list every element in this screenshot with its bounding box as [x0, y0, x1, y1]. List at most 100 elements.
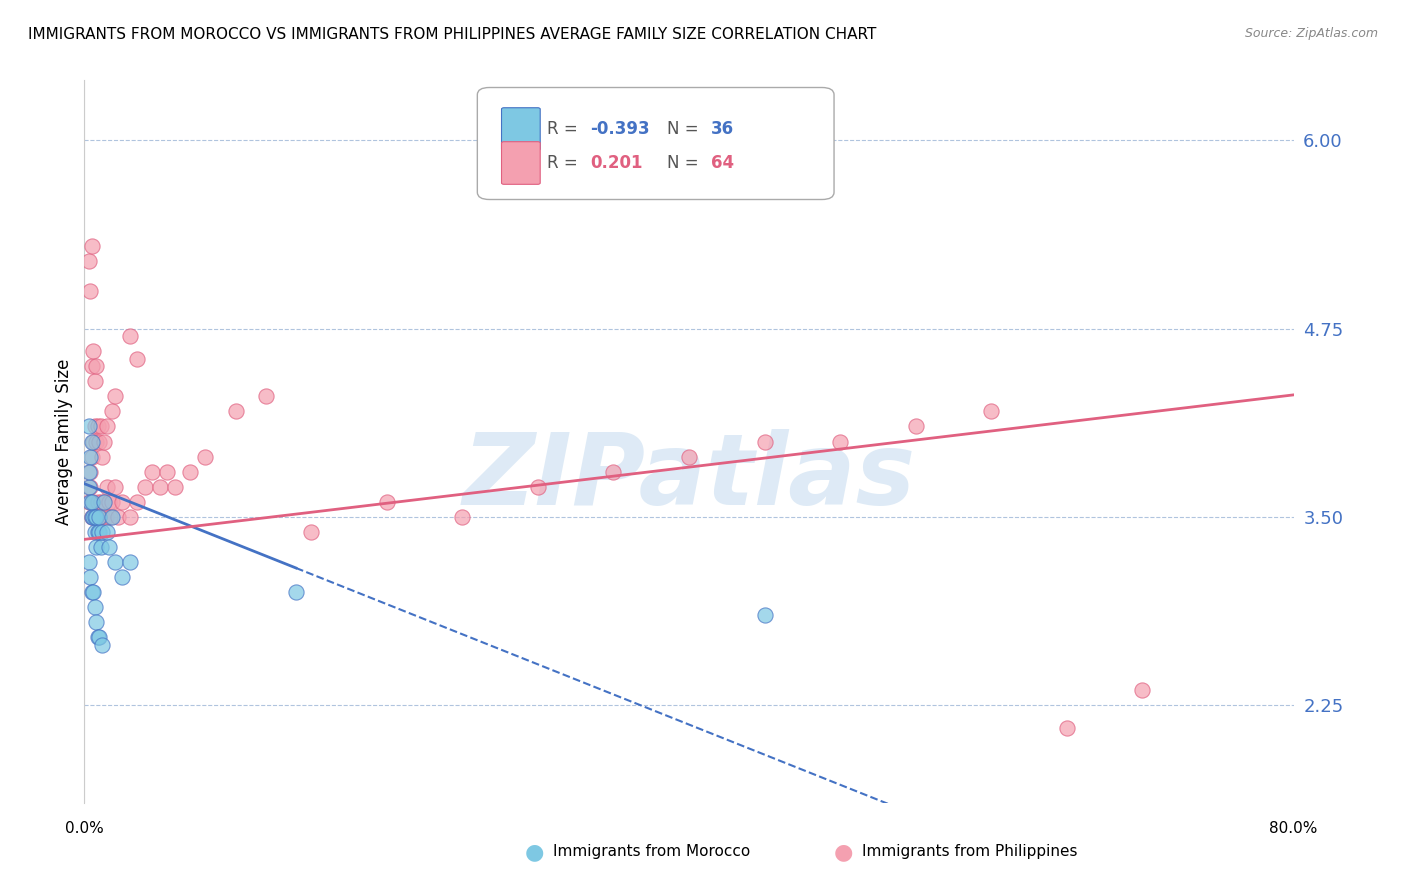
Text: -0.393: -0.393 — [589, 120, 650, 137]
Text: N =: N = — [668, 120, 704, 137]
Point — [80, 450, 103, 464]
Point — [93, 494, 115, 508]
Point — [82, 585, 104, 599]
Point — [165, 480, 187, 494]
Point — [80, 359, 103, 374]
Point — [89, 524, 111, 539]
Point — [77, 254, 100, 268]
Text: ●: ● — [524, 842, 544, 862]
Point — [84, 419, 107, 434]
Point — [77, 555, 100, 569]
Point — [77, 419, 100, 434]
Point — [104, 555, 127, 569]
Point — [84, 375, 107, 389]
Point — [830, 434, 852, 449]
Point — [134, 480, 156, 494]
Point — [118, 509, 141, 524]
Point — [89, 509, 111, 524]
Point — [225, 404, 247, 418]
Point — [79, 480, 101, 494]
Point — [82, 494, 104, 508]
Point — [82, 509, 104, 524]
Point — [87, 524, 110, 539]
Point — [94, 509, 117, 524]
Text: R =: R = — [547, 153, 583, 171]
Point — [90, 494, 112, 508]
Point — [86, 540, 108, 554]
Point — [87, 494, 110, 508]
Point — [77, 480, 100, 494]
Point — [89, 434, 111, 449]
Text: ●: ● — [834, 842, 853, 862]
Point — [96, 524, 118, 539]
Point — [82, 344, 104, 359]
Point — [86, 509, 108, 524]
Point — [107, 509, 129, 524]
Point — [980, 404, 1002, 418]
Point — [299, 524, 322, 539]
Point — [104, 480, 127, 494]
Point — [79, 570, 101, 584]
Point — [194, 450, 217, 464]
Point — [77, 494, 100, 508]
Point — [80, 509, 103, 524]
Point — [451, 509, 474, 524]
Text: N =: N = — [668, 153, 704, 171]
Point — [904, 419, 927, 434]
Point — [127, 494, 149, 508]
Text: 64: 64 — [710, 153, 734, 171]
Point — [79, 450, 101, 464]
Point — [84, 600, 107, 615]
Point — [86, 434, 108, 449]
Text: 36: 36 — [710, 120, 734, 137]
Point — [84, 524, 107, 539]
Point — [96, 480, 118, 494]
Text: IMMIGRANTS FROM MOROCCO VS IMMIGRANTS FROM PHILIPPINES AVERAGE FAMILY SIZE CORRE: IMMIGRANTS FROM MOROCCO VS IMMIGRANTS FR… — [28, 27, 876, 42]
Point — [80, 434, 103, 449]
Point — [82, 434, 104, 449]
Point — [97, 540, 120, 554]
FancyBboxPatch shape — [502, 108, 540, 151]
Point — [149, 480, 172, 494]
Point — [89, 630, 111, 644]
Point — [156, 465, 179, 479]
Point — [79, 284, 101, 298]
Point — [80, 509, 103, 524]
Text: Immigrants from Philippines: Immigrants from Philippines — [862, 845, 1077, 859]
Point — [86, 509, 108, 524]
Point — [111, 570, 134, 584]
Text: Source: ZipAtlas.com: Source: ZipAtlas.com — [1244, 27, 1378, 40]
Text: 0.201: 0.201 — [589, 153, 643, 171]
Point — [254, 389, 277, 403]
Point — [77, 465, 100, 479]
Point — [754, 607, 776, 622]
Point — [678, 450, 700, 464]
Point — [79, 494, 101, 508]
Point — [127, 351, 149, 366]
Text: R =: R = — [547, 120, 583, 137]
FancyBboxPatch shape — [478, 87, 834, 200]
Point — [179, 465, 201, 479]
Point — [98, 509, 121, 524]
Point — [111, 494, 134, 508]
Point — [87, 630, 110, 644]
Point — [375, 494, 398, 508]
FancyBboxPatch shape — [502, 142, 540, 185]
Text: 80.0%: 80.0% — [1270, 821, 1317, 836]
Point — [1132, 682, 1154, 697]
Point — [285, 585, 308, 599]
Point — [141, 465, 163, 479]
Point — [80, 239, 103, 253]
Point — [1056, 721, 1078, 735]
Point — [90, 419, 112, 434]
Point — [96, 419, 118, 434]
Point — [100, 404, 122, 418]
Point — [93, 494, 115, 508]
Point — [100, 494, 122, 508]
Point — [80, 494, 103, 508]
Text: Immigrants from Morocco: Immigrants from Morocco — [553, 845, 749, 859]
Point — [86, 615, 108, 630]
Point — [79, 465, 101, 479]
Point — [89, 509, 111, 524]
Point — [118, 555, 141, 569]
